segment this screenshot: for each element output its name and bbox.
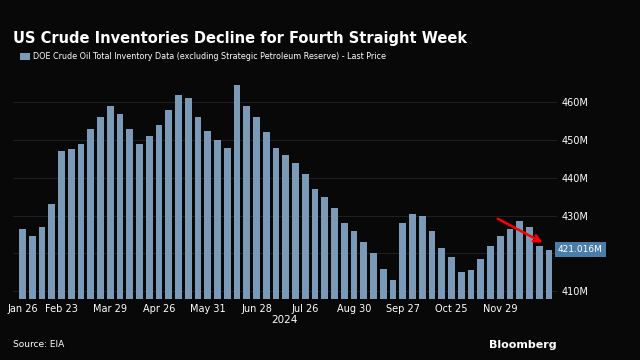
Bar (273, 148, 280, 299)
Bar (263, 132, 269, 299)
Bar (448, 257, 455, 299)
Bar (468, 270, 474, 299)
Bar (156, 125, 163, 299)
Bar (380, 269, 387, 299)
Bar (19, 229, 26, 299)
Bar (341, 223, 348, 299)
Bar (38, 227, 45, 299)
Bar (204, 131, 211, 299)
X-axis label: 2024: 2024 (271, 315, 298, 325)
Bar (526, 227, 533, 299)
Bar (107, 106, 114, 299)
Bar (185, 98, 192, 299)
Text: 421.016M: 421.016M (558, 245, 603, 254)
Bar (29, 237, 36, 299)
Bar (477, 259, 484, 299)
Bar (243, 106, 250, 299)
Bar (97, 117, 104, 299)
Bar (370, 253, 377, 299)
Text: US Crude Inventories Decline for Fourth Straight Week: US Crude Inventories Decline for Fourth … (13, 31, 467, 46)
Bar (116, 113, 124, 299)
Bar (438, 248, 445, 299)
Bar (390, 280, 396, 299)
Bar (77, 144, 84, 299)
Bar (458, 272, 465, 299)
Bar (195, 117, 202, 299)
Bar (136, 144, 143, 299)
Bar (214, 140, 221, 299)
Bar (312, 189, 319, 299)
Bar (516, 221, 523, 299)
Bar (126, 129, 133, 299)
Bar (175, 95, 182, 299)
Bar (58, 151, 65, 299)
Bar (224, 148, 230, 299)
Bar (507, 229, 513, 299)
Bar (292, 163, 299, 299)
Legend: DOE Crude Oil Total Inventory Data (excluding Strategic Petroleum Reserve) - Las: DOE Crude Oil Total Inventory Data (excl… (17, 49, 389, 64)
Bar (146, 136, 153, 299)
Bar (351, 231, 357, 299)
Bar (409, 214, 416, 299)
Bar (331, 208, 338, 299)
Bar (88, 129, 94, 299)
Bar (49, 204, 55, 299)
Bar (165, 110, 172, 299)
Bar (536, 246, 543, 299)
Bar (429, 231, 435, 299)
Bar (497, 237, 504, 299)
Bar (282, 155, 289, 299)
Bar (545, 249, 552, 299)
Bar (68, 149, 75, 299)
Text: Bloomberg: Bloomberg (489, 339, 557, 350)
Bar (360, 242, 367, 299)
Bar (487, 246, 494, 299)
Text: Source: EIA: Source: EIA (13, 339, 64, 348)
Bar (321, 197, 328, 299)
Bar (419, 216, 426, 299)
Bar (253, 117, 260, 299)
Bar (234, 85, 241, 299)
Bar (399, 223, 406, 299)
Bar (302, 174, 308, 299)
